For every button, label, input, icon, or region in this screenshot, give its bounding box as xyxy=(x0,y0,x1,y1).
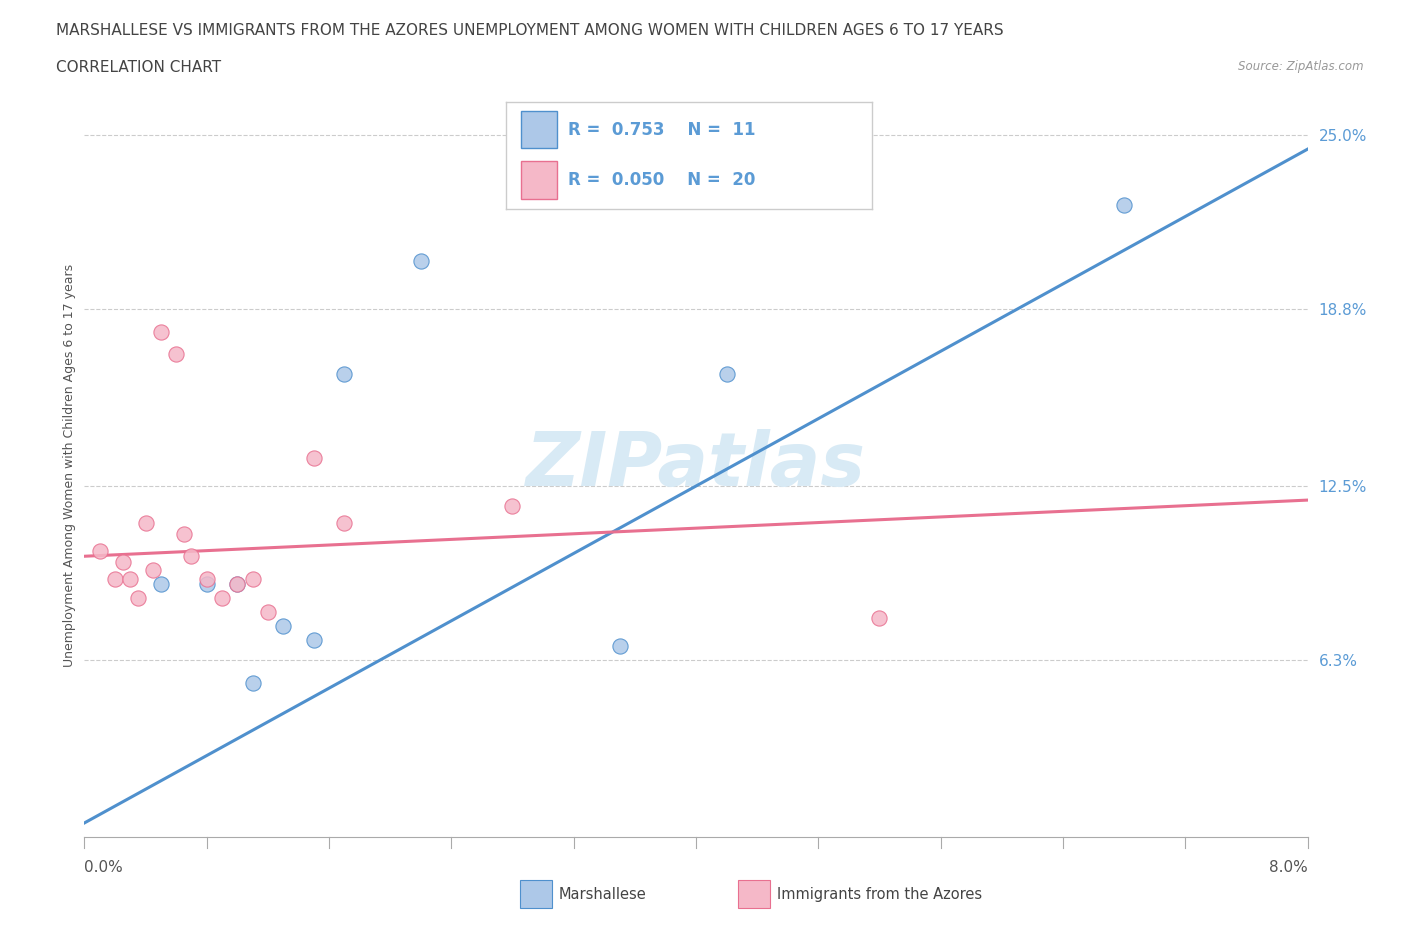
Point xyxy=(135,515,157,530)
Bar xyxy=(520,161,557,199)
Y-axis label: Unemployment Among Women with Children Ages 6 to 17 years: Unemployment Among Women with Children A… xyxy=(63,263,76,667)
Point xyxy=(302,450,325,465)
Text: 0.0%: 0.0% xyxy=(84,860,124,875)
Point xyxy=(271,619,294,634)
Bar xyxy=(520,111,557,148)
Point xyxy=(609,639,631,654)
Point xyxy=(333,366,356,381)
Text: MARSHALLESE VS IMMIGRANTS FROM THE AZORES UNEMPLOYMENT AMONG WOMEN WITH CHILDREN: MARSHALLESE VS IMMIGRANTS FROM THE AZORE… xyxy=(56,23,1004,38)
Point xyxy=(165,347,187,362)
Point xyxy=(104,571,127,586)
Point xyxy=(501,498,523,513)
Point xyxy=(257,604,280,619)
Point xyxy=(869,611,891,626)
Text: CORRELATION CHART: CORRELATION CHART xyxy=(56,60,221,75)
Point xyxy=(142,563,165,578)
Point xyxy=(149,325,172,339)
Text: R =  0.050    N =  20: R = 0.050 N = 20 xyxy=(568,171,755,189)
Point xyxy=(242,571,264,586)
Point xyxy=(149,577,172,591)
Point xyxy=(173,526,195,541)
Point xyxy=(302,633,325,648)
Point xyxy=(1114,198,1136,213)
Text: 8.0%: 8.0% xyxy=(1268,860,1308,875)
Point xyxy=(226,577,249,591)
Point xyxy=(195,571,218,586)
Point xyxy=(195,577,218,591)
Point xyxy=(127,591,149,605)
Text: Immigrants from the Azores: Immigrants from the Azores xyxy=(778,886,981,901)
Point xyxy=(120,571,142,586)
Text: Marshallese: Marshallese xyxy=(560,886,647,901)
Point xyxy=(242,675,264,690)
Text: Source: ZipAtlas.com: Source: ZipAtlas.com xyxy=(1239,60,1364,73)
Point xyxy=(226,577,249,591)
Text: ZIPatlas: ZIPatlas xyxy=(526,429,866,501)
Point xyxy=(333,515,356,530)
Point xyxy=(716,366,738,381)
Point xyxy=(89,543,111,558)
Point xyxy=(111,554,134,569)
Bar xyxy=(738,880,770,908)
Text: R =  0.753    N =  11: R = 0.753 N = 11 xyxy=(568,121,756,139)
Point xyxy=(409,254,432,269)
Point xyxy=(211,591,233,605)
Bar xyxy=(520,880,551,908)
Point xyxy=(180,549,202,564)
